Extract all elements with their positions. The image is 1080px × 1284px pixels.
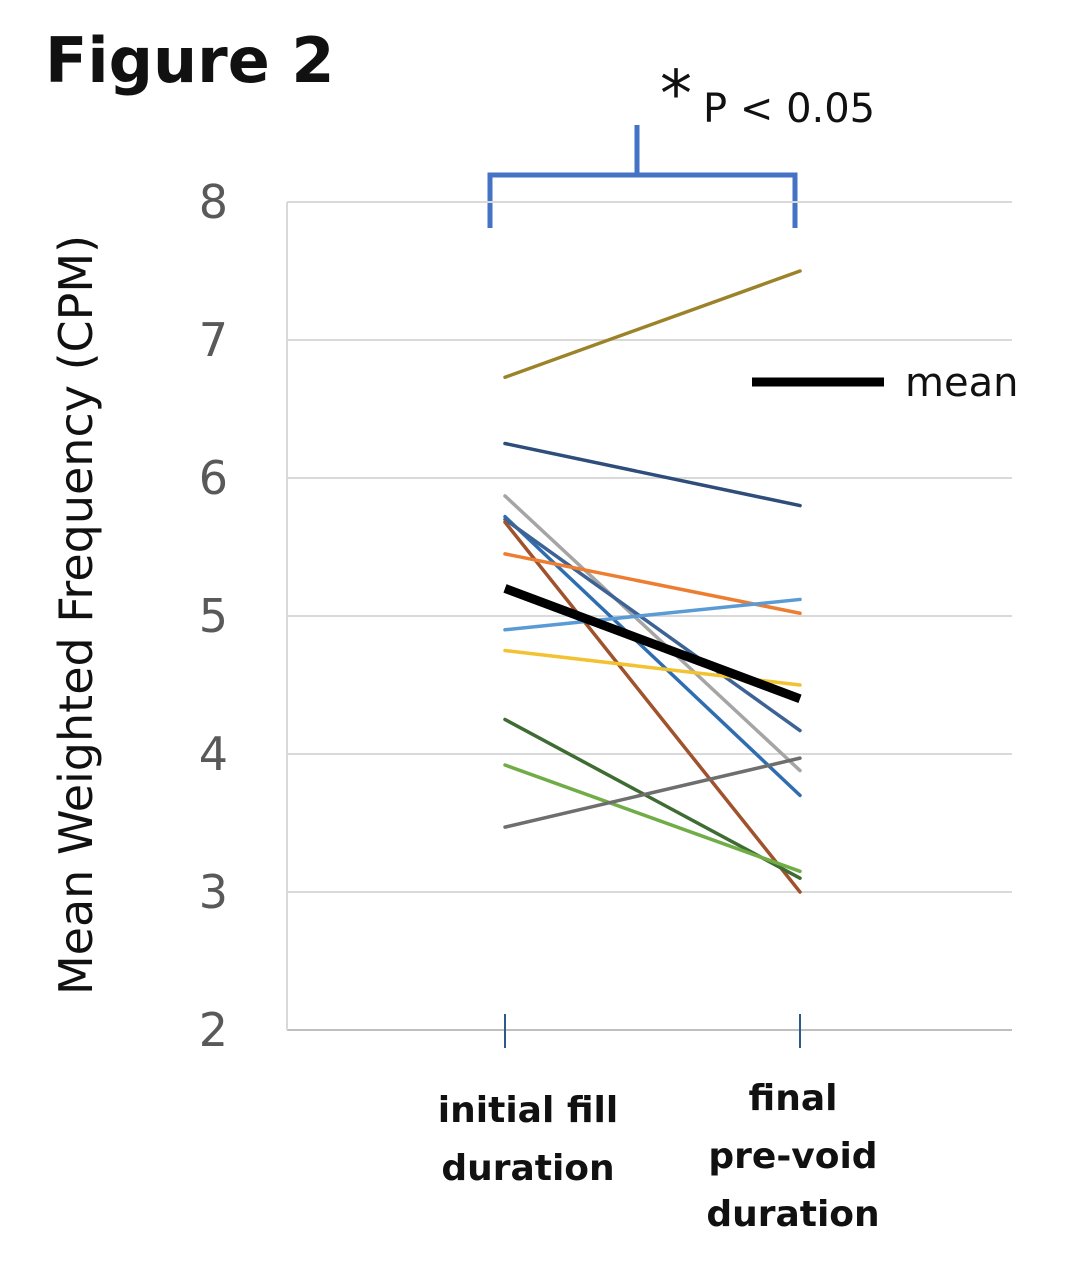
- y-tick-label: 2: [199, 1003, 228, 1057]
- series-line-8: [503, 597, 802, 632]
- series-line-12: [503, 756, 802, 829]
- gridlines: [287, 201, 1012, 893]
- y-tick-label: 3: [199, 865, 228, 919]
- x-axis: [286, 202, 1012, 1048]
- series-line-6: [503, 520, 802, 894]
- significance-p-value: P < 0.05: [703, 86, 875, 132]
- legend: mean: [752, 360, 1018, 406]
- y-tick-label: 6: [199, 451, 228, 505]
- y-axis-label: Mean Weighted Frequency (CPM): [49, 235, 103, 995]
- series-line-3: [503, 494, 802, 773]
- x-tick-label: initial fill duration: [438, 1090, 618, 1189]
- y-tick-label: 8: [199, 175, 228, 229]
- legend-mean-label: mean: [905, 360, 1018, 406]
- plot-series: [503, 269, 802, 894]
- significance-star: *: [660, 58, 692, 132]
- x-tick-label: final pre-void duration: [706, 1078, 879, 1235]
- x-tick-labels: initial fill duration final pre-void duratio…: [438, 1078, 880, 1235]
- series-line-11: [503, 763, 802, 874]
- series-line-2: [503, 441, 802, 508]
- y-tick-label: 7: [199, 313, 228, 367]
- series-line-1: [503, 269, 802, 380]
- series-line-mean: [503, 584, 802, 704]
- series-line-5: [503, 517, 802, 733]
- significance-annotation: * P < 0.05: [487, 58, 875, 228]
- y-tick-label: 5: [199, 589, 228, 643]
- significance-bracket: [487, 125, 798, 228]
- y-tick-labels: 2 3 4 5 6 7 8: [199, 175, 228, 1057]
- y-tick-label: 4: [199, 727, 228, 781]
- figure-label: Figure 2: [45, 24, 334, 97]
